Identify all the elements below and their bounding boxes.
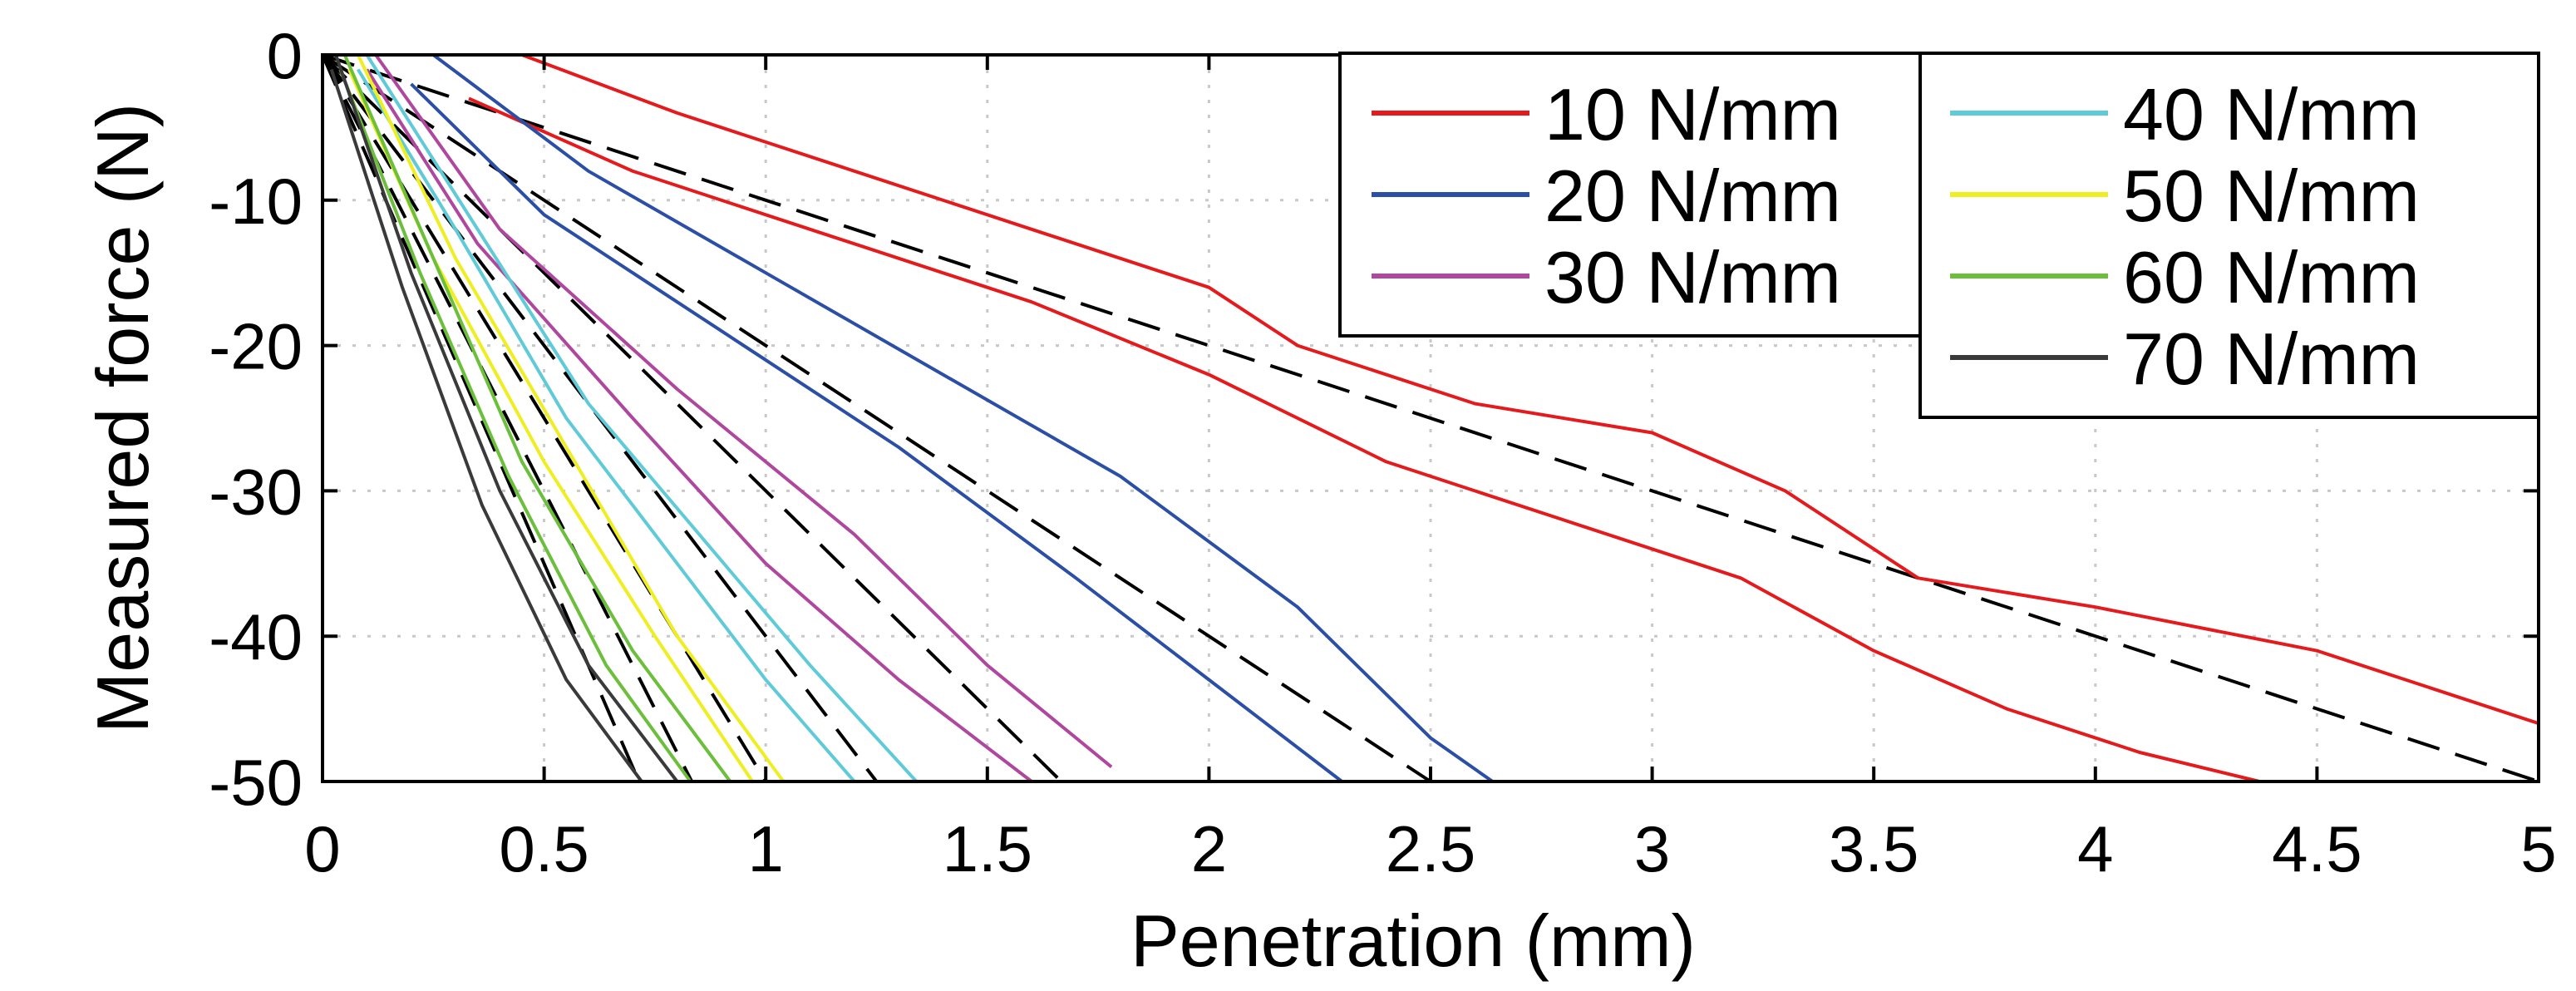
x-tick-label: 4.5 bbox=[2272, 812, 2362, 885]
x-tick-label: 2.5 bbox=[1386, 812, 1475, 885]
legend-label-10: 10 N/mm bbox=[1544, 73, 1841, 155]
legend-label-20: 20 N/mm bbox=[1544, 155, 1841, 237]
x-tick-label: 3 bbox=[1634, 812, 1670, 885]
x-tick-label: 0 bbox=[304, 812, 340, 885]
fit-line-10 bbox=[322, 53, 2539, 783]
legend-label-30: 30 N/mm bbox=[1544, 236, 1841, 318]
x-tick-label: 2 bbox=[1191, 812, 1227, 885]
series-line-20-run-2 bbox=[410, 82, 1343, 783]
fit-line-20 bbox=[321, 53, 1432, 783]
series-line-70-run-1 bbox=[334, 54, 679, 783]
series-line-50-run-1 bbox=[356, 54, 786, 783]
legend-label-50: 50 N/mm bbox=[2123, 155, 2420, 237]
x-axis-title: Penetration (mm) bbox=[1130, 900, 1696, 982]
series-line-40-run-1 bbox=[365, 53, 918, 783]
series-lines bbox=[329, 53, 2539, 783]
legend-label-60: 60 N/mm bbox=[2123, 236, 2420, 318]
y-tick-label: -30 bbox=[209, 455, 303, 528]
y-tick-label: -10 bbox=[209, 165, 303, 238]
series-line-50-run-2 bbox=[347, 68, 754, 783]
legend-label-40: 40 N/mm bbox=[2123, 73, 2420, 155]
fit-line-30 bbox=[321, 53, 1063, 783]
series-line-10-run-1 bbox=[521, 53, 2539, 726]
x-tick-label: 3.5 bbox=[1829, 812, 1918, 885]
series-line-70-run-2 bbox=[329, 68, 643, 783]
series-line-30-run-2 bbox=[365, 68, 1033, 783]
fit-line-60 bbox=[321, 54, 693, 782]
legend-label-70: 70 N/mm bbox=[2123, 318, 2420, 400]
fit-lines bbox=[321, 53, 2539, 783]
y-tick-label: -40 bbox=[209, 600, 303, 673]
series-line-10-run-2 bbox=[468, 96, 2260, 783]
y-tick-label: 0 bbox=[267, 19, 303, 92]
y-axis-title: Measured force (N) bbox=[81, 103, 164, 733]
x-tick-label: 4 bbox=[2077, 812, 2113, 885]
fit-line-70 bbox=[321, 54, 641, 782]
x-tick-label: 0.5 bbox=[499, 812, 589, 885]
x-tick-label: 1.5 bbox=[943, 812, 1032, 885]
series-line-60-run-1 bbox=[342, 54, 732, 783]
fit-line-50 bbox=[321, 53, 767, 783]
y-tick-label: -20 bbox=[209, 310, 303, 383]
y-tick-label: -50 bbox=[209, 746, 303, 819]
series-line-20-run-1 bbox=[432, 53, 1494, 783]
tick-labels: 0 0.5 1 1.5 2 2.5 3 3.5 4 4.5 5 0 -10 -20 -30 -40 -50 bbox=[209, 19, 2556, 885]
x-tick-label: 5 bbox=[2520, 812, 2556, 885]
x-tick-label: 1 bbox=[748, 812, 784, 885]
series-line-60-run-2 bbox=[338, 68, 692, 783]
series-line-30-run-1 bbox=[374, 53, 1113, 769]
series-line-40-run-2 bbox=[356, 68, 856, 783]
